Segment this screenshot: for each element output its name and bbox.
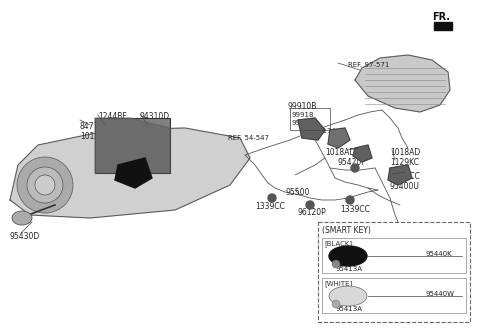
Circle shape: [268, 194, 276, 202]
Text: 847770: 847770: [80, 122, 109, 131]
Bar: [95, 118, 170, 173]
Text: (SMART KEY): (SMART KEY): [322, 226, 371, 235]
Bar: [318, 222, 470, 322]
Text: 95413A: 95413A: [336, 266, 363, 272]
Text: 1244BF: 1244BF: [98, 112, 127, 121]
Text: 1018AD: 1018AD: [325, 148, 355, 157]
Text: 1339CC: 1339CC: [340, 205, 370, 214]
Ellipse shape: [329, 286, 367, 306]
Bar: [322, 238, 466, 273]
Circle shape: [332, 260, 340, 268]
Text: 1018AD: 1018AD: [390, 148, 420, 157]
Polygon shape: [298, 118, 325, 140]
Circle shape: [17, 157, 73, 213]
Text: 99918: 99918: [292, 120, 314, 126]
Bar: [290, 108, 330, 130]
Ellipse shape: [329, 246, 367, 266]
Polygon shape: [95, 118, 170, 173]
Polygon shape: [355, 55, 450, 112]
Text: 95400U: 95400U: [390, 182, 420, 191]
Circle shape: [306, 201, 314, 209]
Polygon shape: [10, 128, 250, 218]
Text: [BLACK]: [BLACK]: [324, 240, 352, 247]
Polygon shape: [388, 165, 412, 185]
Ellipse shape: [12, 211, 32, 225]
Circle shape: [346, 196, 354, 204]
Text: 1018AD: 1018AD: [80, 132, 110, 141]
Text: REF. 54-547: REF. 54-547: [228, 135, 269, 141]
Text: 95413A: 95413A: [336, 306, 363, 312]
Text: 99910B: 99910B: [288, 102, 317, 111]
Text: 1339CC: 1339CC: [255, 202, 285, 211]
Text: 99918: 99918: [292, 112, 314, 118]
Text: 95430D: 95430D: [10, 232, 40, 241]
Circle shape: [351, 164, 359, 172]
Text: 99917A: 99917A: [310, 128, 337, 134]
Polygon shape: [353, 145, 372, 162]
Polygon shape: [434, 22, 452, 30]
Text: 95440W: 95440W: [426, 291, 455, 297]
Text: [WHITE]: [WHITE]: [324, 280, 352, 287]
Circle shape: [332, 300, 340, 308]
Text: 94310D: 94310D: [140, 112, 170, 121]
Circle shape: [35, 175, 55, 195]
Text: 95420F: 95420F: [338, 158, 367, 167]
Bar: [322, 278, 466, 313]
Polygon shape: [328, 128, 350, 148]
Text: 96120P: 96120P: [298, 208, 327, 217]
Text: REF. 97-571: REF. 97-571: [348, 62, 389, 68]
Text: FR.: FR.: [432, 12, 450, 22]
Polygon shape: [115, 158, 152, 188]
Circle shape: [27, 167, 63, 203]
Text: 95440K: 95440K: [426, 251, 453, 257]
Text: 95500: 95500: [285, 188, 310, 197]
Text: 1129KC: 1129KC: [390, 158, 419, 167]
Text: 1339CC: 1339CC: [390, 172, 420, 181]
